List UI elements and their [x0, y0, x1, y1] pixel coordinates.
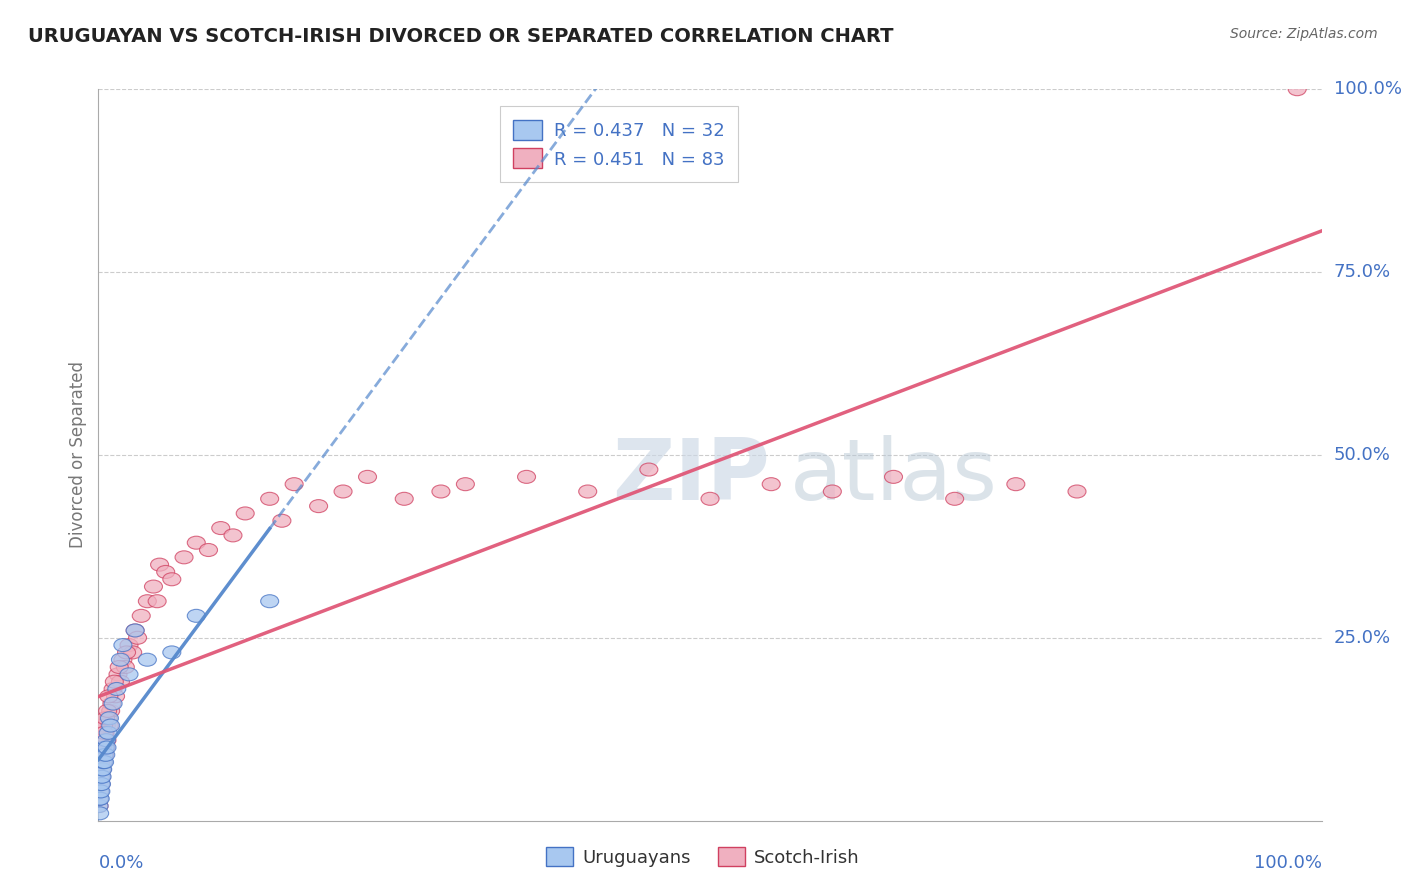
Text: 100.0%: 100.0% — [1254, 854, 1322, 871]
Text: ZIP: ZIP — [612, 435, 770, 518]
Legend: Uruguayans, Scotch-Irish: Uruguayans, Scotch-Irish — [538, 840, 868, 874]
Text: 75.0%: 75.0% — [1334, 263, 1391, 281]
Text: 50.0%: 50.0% — [1334, 446, 1391, 464]
Text: 0.0%: 0.0% — [98, 854, 143, 871]
Text: atlas: atlas — [790, 435, 997, 518]
Text: 25.0%: 25.0% — [1334, 629, 1391, 647]
Legend: R = 0.437   N = 32, R = 0.451   N = 83: R = 0.437 N = 32, R = 0.451 N = 83 — [499, 106, 738, 182]
Text: Source: ZipAtlas.com: Source: ZipAtlas.com — [1230, 27, 1378, 41]
Y-axis label: Divorced or Separated: Divorced or Separated — [69, 361, 87, 549]
Text: 100.0%: 100.0% — [1334, 80, 1402, 98]
Text: URUGUAYAN VS SCOTCH-IRISH DIVORCED OR SEPARATED CORRELATION CHART: URUGUAYAN VS SCOTCH-IRISH DIVORCED OR SE… — [28, 27, 894, 45]
